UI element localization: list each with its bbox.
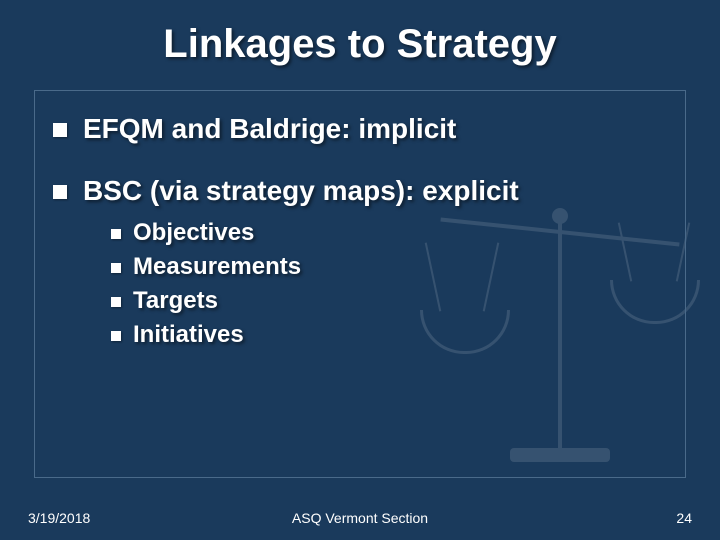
bullet-l1: BSC (via strategy maps): explicit — [53, 175, 685, 207]
bullet-l2: Initiatives — [111, 321, 685, 349]
bullet-square-icon — [53, 185, 67, 199]
bullet-square-icon — [111, 297, 121, 307]
footer: 3/19/2018 ASQ Vermont Section 24 — [0, 510, 720, 526]
bullet-text: Initiatives — [133, 321, 244, 349]
bullet-text: EFQM and Baldrige: implicit — [83, 113, 456, 145]
bullet-l1: EFQM and Baldrige: implicit — [53, 113, 685, 145]
slide-title: Linkages to Strategy — [0, 0, 720, 67]
content-box: EFQM and Baldrige: implicit BSC (via str… — [34, 90, 686, 478]
footer-center: ASQ Vermont Section — [0, 510, 720, 526]
bullet-text: BSC (via strategy maps): explicit — [83, 175, 519, 207]
bullet-l2: Measurements — [111, 253, 685, 281]
bullet-square-icon — [111, 229, 121, 239]
bullet-l2: Objectives — [111, 219, 685, 247]
bullet-text: Targets — [133, 287, 218, 315]
bullet-square-icon — [111, 331, 121, 341]
bullet-l2: Targets — [111, 287, 685, 315]
bullet-square-icon — [111, 263, 121, 273]
bullet-text: Measurements — [133, 253, 301, 281]
bullet-square-icon — [53, 123, 67, 137]
bullet-text: Objectives — [133, 219, 254, 247]
